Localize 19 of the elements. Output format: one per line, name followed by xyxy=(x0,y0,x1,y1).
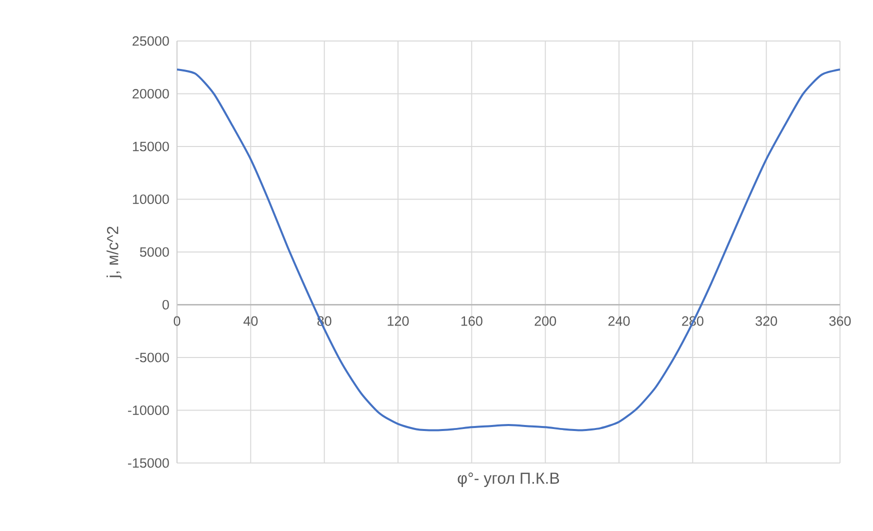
y-tick-label: 20000 xyxy=(132,88,169,99)
y-tick-label: 0 xyxy=(162,300,169,310)
y-tick-label: 10000 xyxy=(132,194,169,204)
y-tick-label: 15000 xyxy=(132,142,169,152)
x-axis-title: φ°- угол П.К.В xyxy=(458,472,560,488)
x-tick-label: 240 xyxy=(608,316,630,326)
x-tick-label: 40 xyxy=(243,316,258,326)
x-tick-label: 120 xyxy=(388,316,409,326)
y-tick-label: -5000 xyxy=(136,352,169,362)
y-tick-label: -10000 xyxy=(128,405,169,416)
x-tick-label: 200 xyxy=(534,316,556,326)
x-tick-label: 160 xyxy=(461,316,482,326)
x-tick-label: 0 xyxy=(174,316,180,326)
x-tick-label: 320 xyxy=(756,316,778,326)
y-axis-title: j, м/с^2 xyxy=(106,226,122,279)
x-tick-label: 360 xyxy=(829,316,851,326)
y-tick-label: 5000 xyxy=(140,247,169,257)
y-tick-label: 25000 xyxy=(132,36,169,46)
y-tick-label: -15000 xyxy=(128,458,169,468)
